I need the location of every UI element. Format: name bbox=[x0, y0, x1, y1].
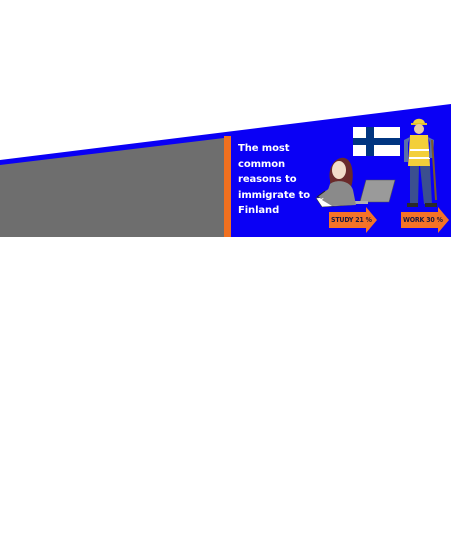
student-illustration bbox=[315, 157, 396, 208]
orange-divider bbox=[224, 136, 231, 237]
gray-panel bbox=[0, 138, 224, 237]
finland-flag-icon bbox=[353, 127, 400, 156]
headline-line: Finland bbox=[238, 205, 280, 216]
study-arrow bbox=[329, 207, 377, 233]
headline-line: reasons to bbox=[238, 174, 297, 185]
headline: The most common reasons to immigrate to … bbox=[238, 141, 318, 219]
headline-line: The most bbox=[238, 143, 290, 154]
immigration-banner bbox=[0, 104, 451, 237]
worker-illustration bbox=[404, 118, 437, 207]
work-label: WORK 30 % bbox=[403, 216, 443, 224]
study-label: STUDY 21 % bbox=[331, 216, 372, 224]
headline-line: common bbox=[238, 158, 286, 170]
headline-line: immigrate to bbox=[238, 189, 311, 201]
work-arrow bbox=[401, 207, 449, 233]
